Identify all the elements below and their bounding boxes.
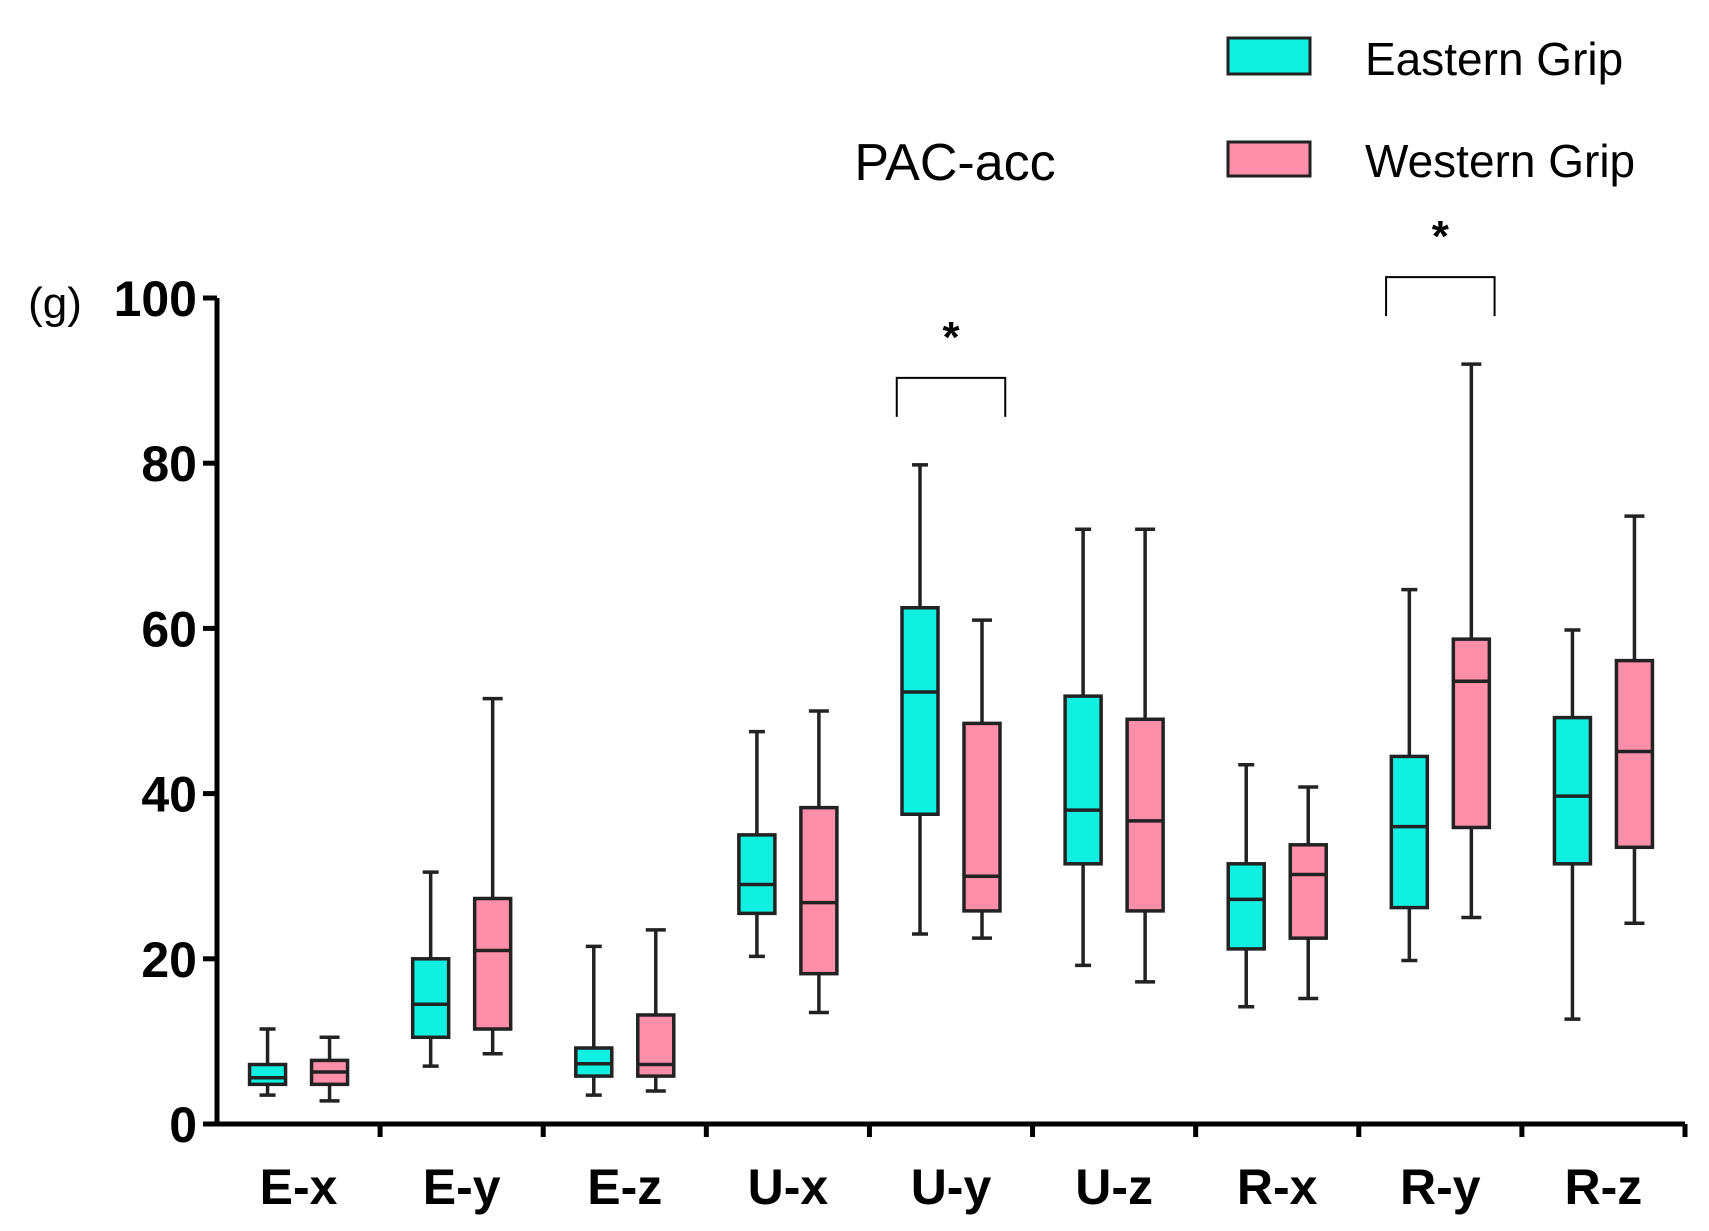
iqr-box <box>799 805 839 976</box>
iqr-box <box>1125 717 1165 913</box>
x-tick-label: E-x <box>260 1159 338 1215</box>
box-western-E-z <box>636 928 676 1093</box>
box-series <box>247 362 1655 1103</box>
x-tick-label: R-x <box>1237 1159 1318 1215</box>
significance-star: * <box>942 313 960 362</box>
box-eastern-U-z <box>1063 527 1103 968</box>
box-eastern-R-y <box>1389 587 1430 963</box>
iqr-box <box>472 896 513 1031</box>
legend-label-western: Western Grip <box>1365 135 1635 187</box>
box-eastern-E-x <box>247 1027 288 1097</box>
iqr-box <box>410 957 451 1040</box>
legend: Eastern Grip Western Grip <box>1226 33 1635 187</box>
box-western-U-z <box>1125 527 1165 984</box>
iqr-box <box>1451 637 1492 830</box>
box-eastern-E-z <box>574 944 614 1097</box>
iqr-box <box>1226 862 1266 951</box>
box-eastern-U-x <box>737 729 777 959</box>
iqr-box <box>636 1013 676 1078</box>
box-western-E-x <box>309 1035 350 1103</box>
x-tick-label: R-y <box>1400 1159 1481 1215</box>
significance-markers: ** <box>895 212 1496 417</box>
significance-U-y: * <box>895 313 1007 417</box>
x-tick-label: U-y <box>911 1159 992 1215</box>
box-western-R-y <box>1451 362 1492 920</box>
y-tick-label: 100 <box>114 271 197 327</box>
significance-R-y: * <box>1385 212 1496 317</box>
iqr-box <box>1614 658 1655 850</box>
iqr-box <box>1288 843 1328 940</box>
iqr-box <box>962 721 1002 913</box>
box-western-U-y <box>962 618 1002 940</box>
x-tick-label: E-y <box>423 1159 501 1215</box>
iqr-box <box>737 833 777 916</box>
significance-star: * <box>1432 212 1450 261</box>
legend-label-eastern: Eastern Grip <box>1365 33 1623 85</box>
legend-swatch-eastern <box>1226 36 1312 76</box>
x-tick-label: R-z <box>1565 1159 1643 1215</box>
box-eastern-R-x <box>1226 762 1266 1009</box>
box-eastern-U-y <box>900 463 940 936</box>
box-western-R-x <box>1288 785 1328 1001</box>
chart-title: PAC-acc <box>854 134 1055 192</box>
box-western-R-z <box>1614 514 1655 926</box>
iqr-box <box>900 606 940 816</box>
box-western-E-y <box>472 696 513 1056</box>
y-axis: 0 20 40 60 80 100 <box>114 271 220 1153</box>
y-tick-label: 40 <box>141 767 197 823</box>
iqr-box <box>1389 754 1430 910</box>
iqr-box <box>1063 694 1103 866</box>
x-axis: E-x E-y E-z U-x U-y U-z R-x R-y R-z <box>215 1121 1688 1215</box>
iqr-box <box>1552 715 1593 866</box>
x-tick-label: E-z <box>587 1159 662 1215</box>
y-tick-label: 60 <box>141 601 197 657</box>
y-tick-label: 20 <box>141 932 197 988</box>
y-tick-label: 0 <box>169 1097 197 1153</box>
box-western-U-x <box>799 709 839 1015</box>
y-axis-unit-label: (g) <box>28 279 82 328</box>
x-tick-label: U-z <box>1075 1159 1153 1215</box>
legend-swatch-western <box>1226 140 1312 178</box>
y-tick-label: 80 <box>141 436 197 492</box>
significance-bracket <box>895 376 1007 417</box>
x-tick-label: U-x <box>748 1159 829 1215</box>
significance-bracket <box>1385 276 1496 317</box>
box-eastern-E-y <box>410 870 451 1068</box>
iqr-box <box>247 1062 288 1087</box>
box-eastern-R-z <box>1552 628 1593 1021</box>
